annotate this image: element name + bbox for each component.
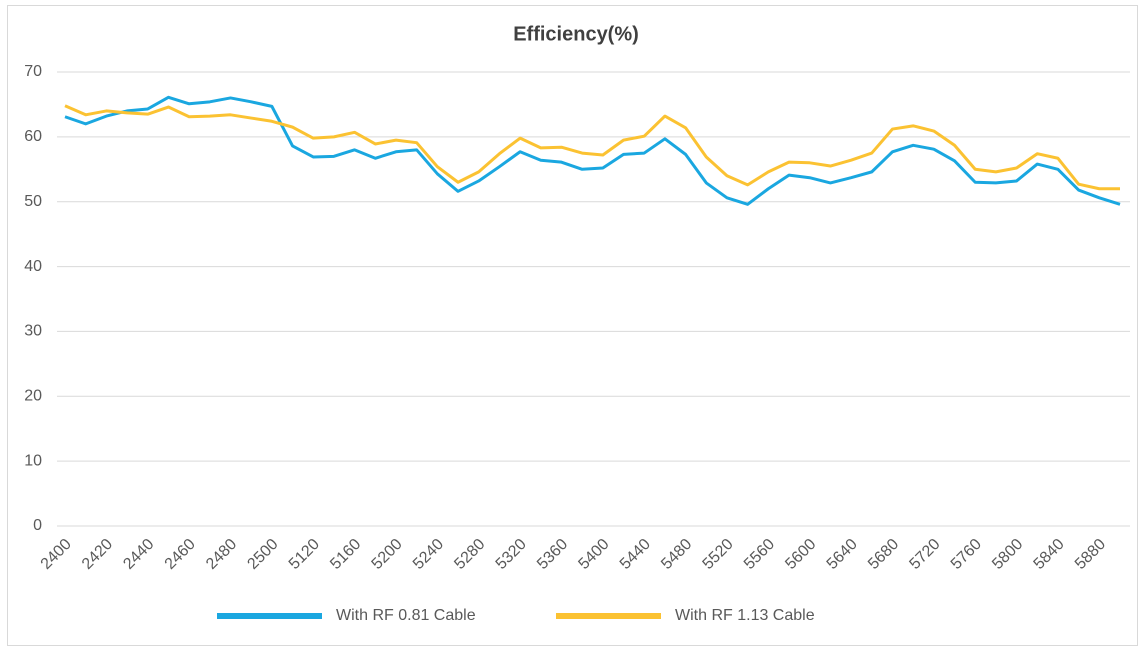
- y-tick-label: 60: [24, 128, 42, 145]
- series-line: [64, 104, 1120, 191]
- y-tick-label: 10: [24, 452, 42, 469]
- legend-label: With RF 1.13 Cable: [675, 607, 815, 624]
- legend-label: With RF 0.81 Cable: [336, 607, 476, 624]
- y-tick-label: 20: [24, 388, 42, 405]
- y-tick-label: 50: [24, 193, 42, 210]
- chart-border: [7, 5, 1138, 646]
- y-tick-label: 0: [33, 517, 42, 534]
- y-tick-label: 30: [24, 323, 42, 340]
- y-tick-label: 70: [24, 63, 42, 80]
- y-tick-label: 40: [24, 258, 42, 275]
- series-line: [64, 95, 1121, 206]
- chart-title: Efficiency(%): [513, 23, 639, 45]
